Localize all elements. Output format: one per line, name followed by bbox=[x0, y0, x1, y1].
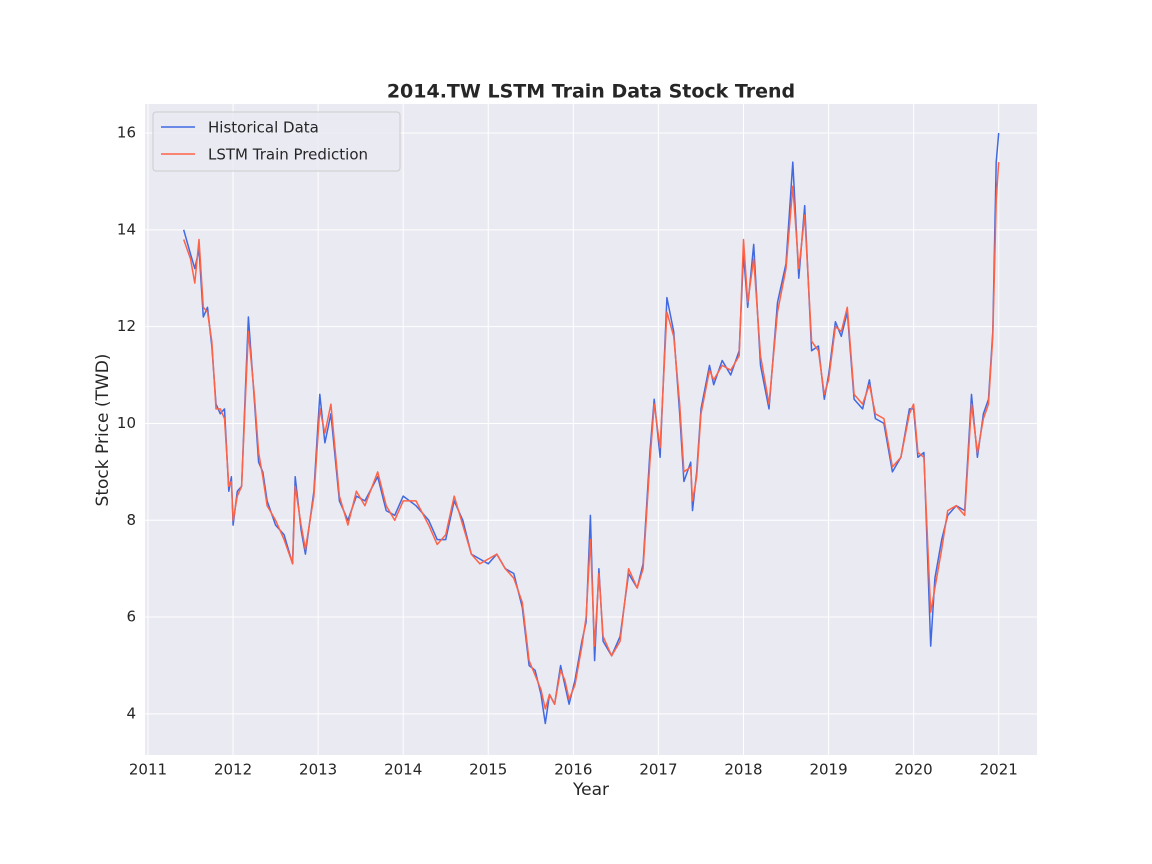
grid bbox=[145, 104, 1037, 755]
y-tick-label: 6 bbox=[126, 608, 136, 626]
y-tick-label: 8 bbox=[126, 511, 136, 529]
y-tick-label: 10 bbox=[117, 414, 136, 432]
legend-box bbox=[152, 111, 401, 172]
x-tick-label: 2016 bbox=[554, 761, 592, 779]
x-axis-label: Year bbox=[572, 780, 609, 800]
y-tick-label: 12 bbox=[117, 317, 136, 335]
y-tick-label: 14 bbox=[117, 220, 136, 238]
x-tick-label: 2012 bbox=[214, 761, 252, 779]
legend-label: Historical Data bbox=[208, 119, 319, 137]
legend: Historical Data LSTM Train Prediction bbox=[152, 111, 401, 172]
y-axis-label: Stock Price (TWD) bbox=[93, 354, 113, 507]
lines bbox=[182, 132, 1000, 725]
x-tick-label: 2020 bbox=[895, 761, 933, 779]
x-tick-label: 2021 bbox=[980, 761, 1018, 779]
x-tick-label: 2013 bbox=[299, 761, 337, 779]
y-tick-label: 16 bbox=[117, 124, 136, 142]
x-tick-label: 2019 bbox=[809, 761, 847, 779]
x-tick-label: 2017 bbox=[639, 761, 677, 779]
y-tick-label: 4 bbox=[126, 704, 136, 722]
data-line bbox=[182, 162, 1000, 710]
plot-area bbox=[145, 104, 1037, 755]
chart-title: 2014.TW LSTM Train Data Stock Trend bbox=[387, 81, 795, 103]
legend-label: LSTM Train Prediction bbox=[208, 146, 368, 164]
x-tick-label: 2015 bbox=[469, 761, 507, 779]
x-tick-label: 2011 bbox=[129, 761, 167, 779]
x-tick-label: 2014 bbox=[384, 761, 422, 779]
x-tick-label: 2018 bbox=[724, 761, 762, 779]
